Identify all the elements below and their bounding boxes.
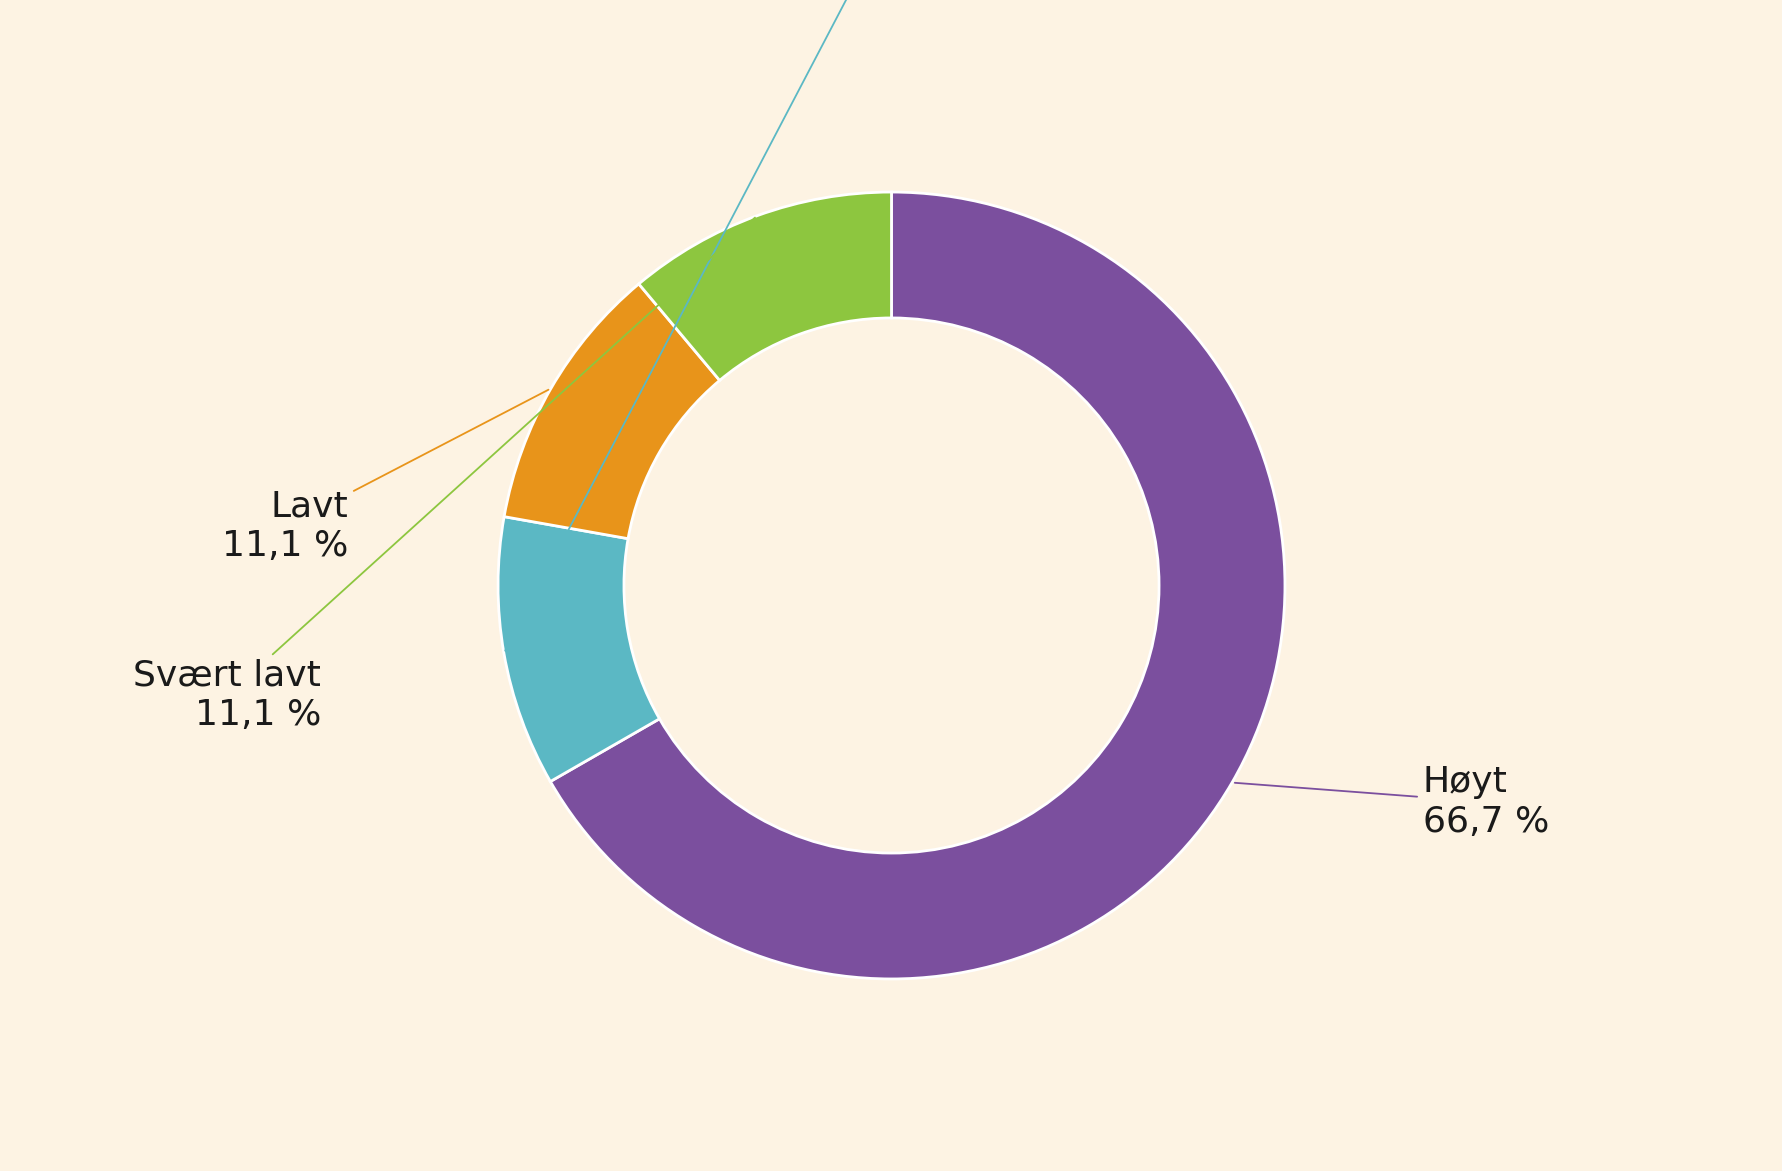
Text: Høyt
66,7 %: Høyt 66,7 %	[1235, 765, 1549, 838]
Wedge shape	[497, 516, 659, 781]
Text: Verken eller
11,1 %: Verken eller 11,1 %	[504, 0, 978, 651]
Text: Svært lavt
11,1 %: Svært lavt 11,1 %	[134, 218, 754, 732]
Wedge shape	[638, 192, 891, 381]
Wedge shape	[551, 192, 1285, 979]
Wedge shape	[504, 283, 720, 539]
Text: Lavt
11,1 %: Lavt 11,1 %	[223, 390, 549, 563]
